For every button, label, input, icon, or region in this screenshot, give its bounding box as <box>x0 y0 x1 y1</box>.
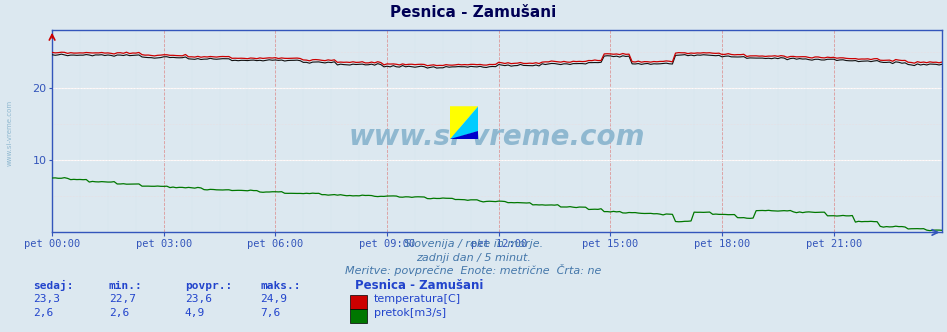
Text: pretok[m3/s]: pretok[m3/s] <box>374 308 446 318</box>
Text: Slovenija / reke in morje.: Slovenija / reke in morje. <box>404 239 543 249</box>
Text: 23,3: 23,3 <box>33 294 61 304</box>
Text: maks.:: maks.: <box>260 281 301 291</box>
Polygon shape <box>450 106 478 139</box>
Text: 2,6: 2,6 <box>109 308 129 318</box>
Text: www.si-vreme.com: www.si-vreme.com <box>348 123 646 151</box>
Text: 24,9: 24,9 <box>260 294 288 304</box>
Text: Meritve: povprečne  Enote: metrične  Črta: ne: Meritve: povprečne Enote: metrične Črta:… <box>346 264 601 276</box>
Text: sedaj:: sedaj: <box>33 280 74 291</box>
Text: Pesnica - Zamušani: Pesnica - Zamušani <box>390 5 557 20</box>
Text: 4,9: 4,9 <box>185 308 205 318</box>
Text: povpr.:: povpr.: <box>185 281 232 291</box>
Text: 2,6: 2,6 <box>33 308 53 318</box>
Text: 7,6: 7,6 <box>260 308 280 318</box>
Text: temperatura[C]: temperatura[C] <box>374 294 461 304</box>
Text: zadnji dan / 5 minut.: zadnji dan / 5 minut. <box>416 253 531 263</box>
Polygon shape <box>450 131 478 139</box>
Polygon shape <box>450 106 478 139</box>
Text: 23,6: 23,6 <box>185 294 212 304</box>
Text: 22,7: 22,7 <box>109 294 136 304</box>
Text: Pesnica - Zamušani: Pesnica - Zamušani <box>355 279 484 292</box>
Text: www.si-vreme.com: www.si-vreme.com <box>7 100 12 166</box>
Text: min.:: min.: <box>109 281 143 291</box>
